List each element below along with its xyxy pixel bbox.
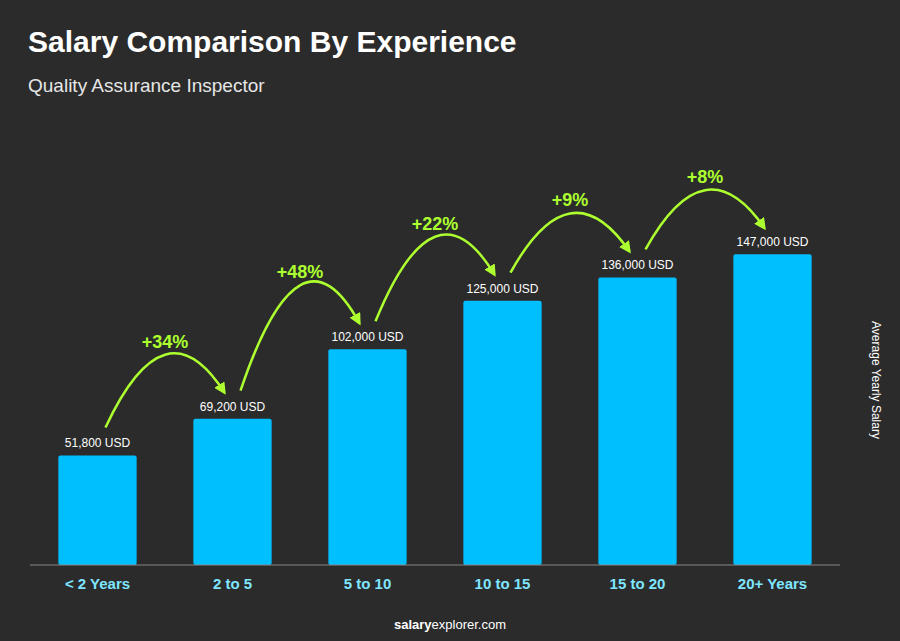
background xyxy=(0,0,900,641)
x-tick-label: 5 to 10 xyxy=(344,575,392,592)
change-arrow xyxy=(241,281,360,390)
change-arrow xyxy=(106,353,225,427)
subtitle: Quality Assurance Inspector xyxy=(28,75,265,96)
footer: salaryexplorer.com xyxy=(394,617,506,632)
change-label: +34% xyxy=(142,332,189,352)
data-label: 147,000 USD xyxy=(736,235,808,249)
change-label: +22% xyxy=(412,214,459,234)
x-tick-label: 10 to 15 xyxy=(475,575,531,592)
x-tick-label: < 2 Years xyxy=(65,575,130,592)
bar xyxy=(733,254,811,565)
data-label: 51,800 USD xyxy=(65,436,131,450)
change-arrow xyxy=(511,213,630,273)
data-label: 125,000 USD xyxy=(466,282,538,296)
change-label: +8% xyxy=(687,167,724,187)
x-tick-label: 15 to 20 xyxy=(610,575,666,592)
footer-part: salary xyxy=(394,617,432,632)
change-label: +9% xyxy=(552,190,589,210)
data-label: 136,000 USD xyxy=(601,258,673,272)
bar xyxy=(463,301,541,565)
x-tick-label: 2 to 5 xyxy=(213,575,252,592)
bar xyxy=(193,419,271,565)
data-label: 69,200 USD xyxy=(200,400,266,414)
y-label: Average Yearly Salary xyxy=(869,321,883,439)
x-tick-label: 20+ Years xyxy=(738,575,807,592)
change-label: +48% xyxy=(277,262,324,282)
data-label: 102,000 USD xyxy=(331,330,403,344)
footer-part: explorer.com xyxy=(432,617,506,632)
title: Salary Comparison By Experience xyxy=(28,25,517,58)
bars xyxy=(58,254,811,565)
change-arrow xyxy=(376,234,495,321)
chart-container: Salary Comparison By Experience Quality A… xyxy=(0,0,900,641)
baseline xyxy=(30,565,840,566)
bar xyxy=(58,455,136,565)
bar xyxy=(598,277,676,565)
change-arrow xyxy=(646,190,765,250)
chart: Salary Comparison By Experience Quality A… xyxy=(0,0,900,641)
bar xyxy=(328,349,406,565)
